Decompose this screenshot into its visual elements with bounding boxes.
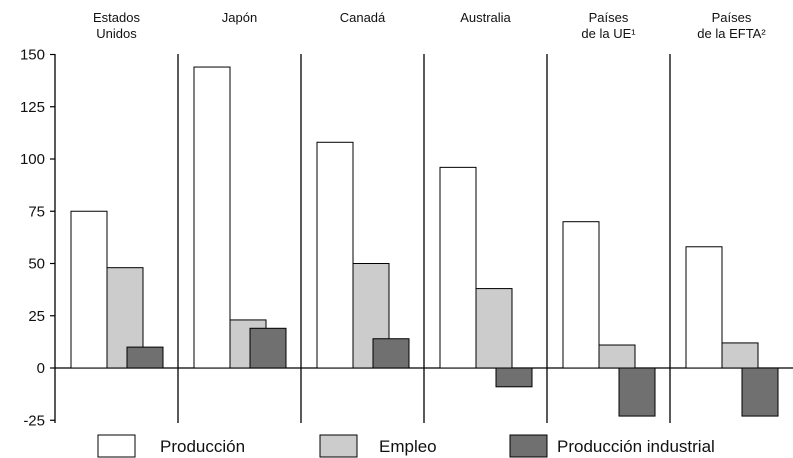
bar [685, 246, 723, 369]
bar [475, 288, 513, 369]
legend-swatch [97, 434, 136, 458]
bar [70, 210, 108, 369]
bar [439, 166, 477, 369]
category-label: Países de la EFTA² [697, 10, 766, 41]
bar [372, 338, 410, 369]
legend-label: Empleo [379, 437, 437, 456]
y-tick-label: 0 [37, 360, 45, 377]
bar [495, 367, 533, 388]
bar [598, 344, 636, 369]
bar [193, 66, 231, 369]
y-tick-label: 100 [20, 151, 45, 168]
legend-label: Producción [160, 437, 245, 456]
legend-swatch [509, 434, 548, 458]
legend: Producción Empleo Producción industrial [97, 434, 715, 458]
category-label: Canadá [340, 10, 386, 25]
bar [316, 141, 354, 369]
bars [70, 66, 779, 417]
category-label: Japón [222, 10, 257, 25]
y-tick-label: 150 [20, 47, 45, 64]
bar [721, 342, 759, 369]
category-labels: Estados Unidos Japón Canadá Australia Países d… [93, 10, 766, 41]
y-tick-label: 75 [28, 203, 45, 220]
y-tick-label: -25 [23, 412, 45, 429]
y-tick-label: 50 [28, 256, 45, 273]
y-axis: 150 125 100 75 50 25 0 -25 [20, 47, 56, 429]
category-label: Países de la UE¹ [581, 10, 636, 41]
y-tick-label: 125 [20, 99, 45, 116]
y-tick-label: 25 [28, 308, 45, 325]
category-label: Australia [460, 10, 511, 25]
plot-area [55, 54, 793, 423]
bar [249, 327, 287, 369]
legend-label: Producción industrial [557, 437, 715, 456]
legend-swatch [319, 434, 358, 458]
bar [126, 346, 164, 369]
bar [618, 367, 656, 417]
category-label: Estados Unidos [93, 10, 140, 41]
bar [741, 367, 779, 417]
bar [562, 221, 600, 369]
